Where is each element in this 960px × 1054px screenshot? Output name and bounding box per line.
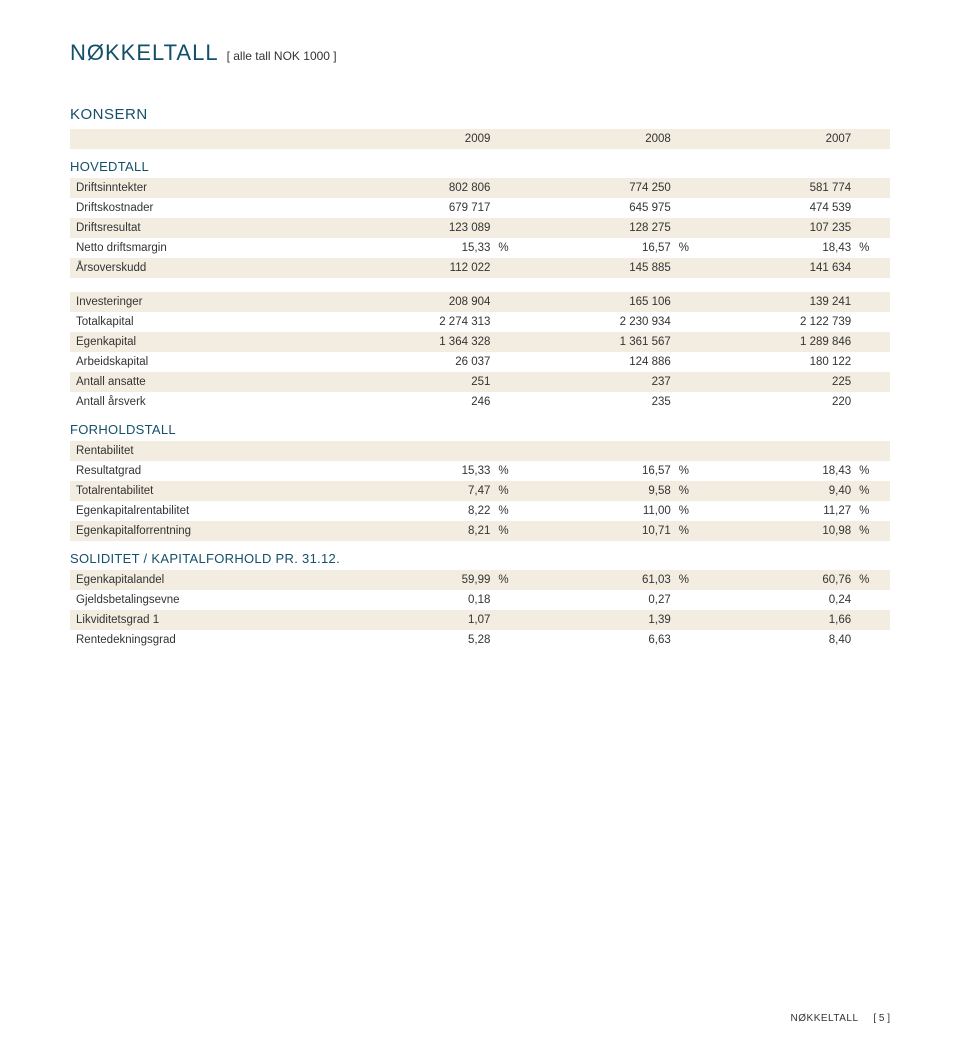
row-label: Driftskostnader [70,198,349,218]
page-title: NØKKELTALL [70,40,219,66]
table-row: Totalrentabilitet 7,47% 9,58% 9,40% [70,481,890,501]
year-header-row: 2009 2008 2007 [70,129,890,149]
footer-label: NØKKELTALL [791,1013,859,1024]
table-row: Likviditetsgrad 1 1,07 1,39 1,66 [70,610,890,630]
table-row: Egenkapital 1 364 328 1 361 567 1 289 84… [70,332,890,352]
forholdstall-table: Rentabilitet Resultatgrad 15,33% 16,57% … [70,441,890,541]
page-subtitle: [ alle tall NOK 1000 ] [227,49,337,63]
year-2009: 2009 [349,129,497,149]
table-row: Netto driftsmargin 15,33% 16,57% 18,43% [70,238,890,258]
section-konsern: KONSERN [70,106,890,123]
table-row: Driftsinntekter 802 806 774 250 581 774 [70,178,890,198]
hovedtall-heading: HOVEDTALL [70,159,890,174]
group-label: Rentabilitet [70,441,349,461]
page-title-wrap: NØKKELTALL [ alle tall NOK 1000 ] [70,40,890,66]
cell-value: 802 806 [349,178,497,198]
table-row: Driftskostnader 679 717 645 975 474 539 [70,198,890,218]
year-2007: 2007 [710,129,858,149]
table-row: Resultatgrad 15,33% 16,57% 18,43% [70,461,890,481]
table-row: Antall ansatte 251 237 225 [70,372,890,392]
forholdstall-heading: FORHOLDSTALL [70,422,890,437]
table-row: Rentedekningsgrad 5,28 6,63 8,40 [70,630,890,650]
table-row: Totalkapital 2 274 313 2 230 934 2 122 7… [70,312,890,332]
table-row: Egenkapitalrentabilitet 8,22% 11,00% 11,… [70,501,890,521]
table-row: Investeringer 208 904 165 106 139 241 [70,292,890,312]
row-label: Driftsinntekter [70,178,349,198]
hovedtall-table: Driftsinntekter 802 806 774 250 581 774 … [70,178,890,412]
footer: NØKKELTALL [ 5 ] [791,1013,890,1024]
table-row: Arbeidskapital 26 037 124 886 180 122 [70,352,890,372]
table-row: Antall årsverk 246 235 220 [70,392,890,412]
soliditet-heading: SOLIDITET / KAPITALFORHOLD PR. 31.12. [70,551,890,566]
page-number: [ 5 ] [873,1013,890,1024]
soliditet-table: Egenkapitalandel 59,99% 61,03% 60,76% Gj… [70,570,890,650]
table-row: Egenkapitalforrentning 8,21% 10,71% 10,9… [70,521,890,541]
year-2008: 2008 [529,129,677,149]
cell-value: 774 250 [529,178,677,198]
konsern-table: 2009 2008 2007 [70,129,890,149]
group-label-row: Rentabilitet [70,441,890,461]
cell-value: 581 774 [710,178,858,198]
table-row: Driftsresultat 123 089 128 275 107 235 [70,218,890,238]
table-row: Egenkapitalandel 59,99% 61,03% 60,76% [70,570,890,590]
table-row: Gjeldsbetalingsevne 0,18 0,27 0,24 [70,590,890,610]
table-row: Årsoverskudd 112 022 145 885 141 634 [70,258,890,278]
